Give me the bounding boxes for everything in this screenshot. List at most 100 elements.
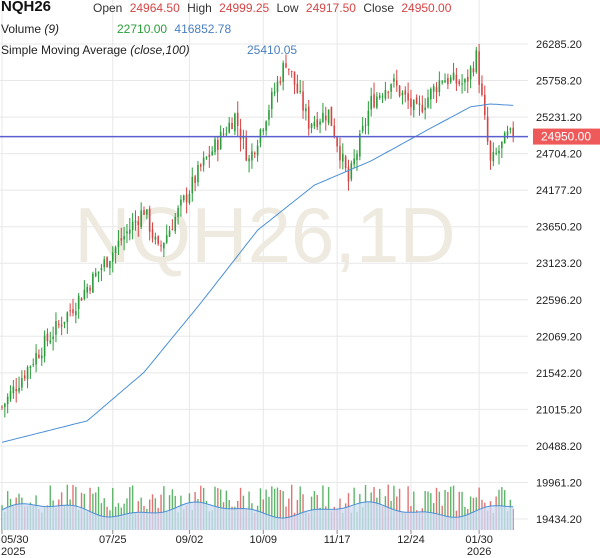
candle-body [151, 229, 154, 238]
price-tick-label: 23650.20 [536, 222, 582, 234]
volume-panel [1, 484, 514, 530]
close-label: Close [363, 1, 394, 15]
candle-body [208, 154, 211, 157]
candle-body [63, 321, 66, 324]
volume-bar [282, 491, 284, 530]
candle-body [441, 81, 443, 83]
candle-body [307, 106, 310, 129]
price-tick-label: 19434.20 [536, 514, 582, 526]
candle-body [398, 85, 401, 97]
candle-body [313, 121, 316, 127]
candle-body [506, 131, 509, 136]
volume-value: 22710.00 [117, 22, 168, 36]
candle-body [126, 231, 128, 234]
candle-body [282, 62, 284, 82]
candle-body [435, 87, 438, 93]
candle-body [342, 153, 344, 162]
volume-param: (9) [44, 22, 60, 36]
candle-body [347, 166, 350, 182]
candle-body [165, 235, 168, 243]
time-tick-year: 2026 [467, 546, 491, 558]
price-tick-label: 21542.20 [536, 368, 582, 380]
candle-body [15, 389, 17, 392]
candle-body [324, 115, 327, 121]
high-value: 24999.25 [219, 1, 270, 15]
time-tick-label: 12/24 [397, 534, 425, 546]
candle-body [481, 83, 483, 95]
candle-body [131, 221, 134, 231]
volume-bar [265, 489, 267, 530]
candle-body [296, 83, 299, 93]
candle-body [376, 96, 378, 108]
price-tick-label: 25231.20 [536, 112, 582, 124]
price-tick-label: 24177.20 [536, 185, 582, 197]
candle-body [353, 158, 355, 165]
candle-body [103, 259, 106, 268]
candle-body [114, 246, 117, 253]
volume-bar [452, 485, 455, 530]
candle-body [9, 391, 12, 400]
candle-body [12, 386, 15, 394]
candle-body [387, 91, 390, 93]
candle-body [509, 128, 512, 130]
candle-body [32, 364, 35, 366]
candle-body [495, 152, 497, 154]
symbol-label[interactable]: NQH26 [1, 0, 52, 15]
candle-body [310, 124, 313, 128]
candle-body [69, 310, 71, 312]
candle-body [109, 261, 111, 269]
candle-body [265, 121, 267, 131]
candle-body [134, 220, 137, 223]
sma-label: Simple Moving Average [1, 43, 127, 57]
volume-bar [299, 486, 301, 530]
candle-body [390, 84, 392, 92]
candle-body [378, 95, 381, 98]
candle-body [427, 97, 429, 108]
candle-body [228, 122, 230, 133]
candle-body [316, 119, 319, 128]
candle-body [489, 141, 492, 161]
candle-body [344, 156, 347, 169]
candle-body [501, 141, 503, 149]
volume-bar [92, 493, 94, 530]
candle-body [486, 116, 489, 142]
sma-readout[interactable]: Simple Moving Average (close,100) [1, 43, 190, 57]
volume-bar [151, 494, 154, 530]
candle-body [503, 132, 506, 144]
candle-body [38, 354, 40, 358]
horizontal-line[interactable]: 24950.00 [0, 128, 600, 145]
volume-bar [413, 491, 415, 530]
sma-param: (close,100) [130, 43, 190, 57]
candle-body [75, 311, 77, 316]
candle-body [438, 80, 441, 93]
candle-body [262, 129, 265, 132]
candle-body [469, 67, 472, 80]
candle-body [129, 229, 131, 234]
candle-body [319, 121, 321, 125]
candle-body [256, 145, 259, 156]
volume-bar [444, 489, 446, 530]
candle-body [197, 164, 199, 183]
price-axis[interactable]: 26285.20 25758.20 25231.20 24704.20 24177.20… [536, 39, 582, 526]
volume-bar [97, 486, 100, 530]
candle-body [21, 378, 23, 388]
candle-body [66, 312, 69, 323]
candle-body [444, 80, 446, 83]
volume-bar [393, 485, 395, 530]
candle-body [174, 217, 177, 232]
candle-body [140, 210, 142, 227]
candle-body [404, 90, 407, 95]
candle-body [305, 108, 307, 112]
time-tick-label: 01/30 [465, 534, 493, 546]
volume-bar [461, 491, 463, 530]
volume-label: Volume [1, 22, 42, 36]
candle-body [424, 107, 426, 110]
time-tick-label: 10/09 [250, 534, 278, 546]
candle-body [239, 128, 242, 140]
candle-body [182, 195, 185, 201]
volume-readout[interactable]: Volume (9) [1, 22, 59, 36]
candle-body [421, 104, 424, 112]
last-price-text: 24950.00 [541, 130, 591, 144]
